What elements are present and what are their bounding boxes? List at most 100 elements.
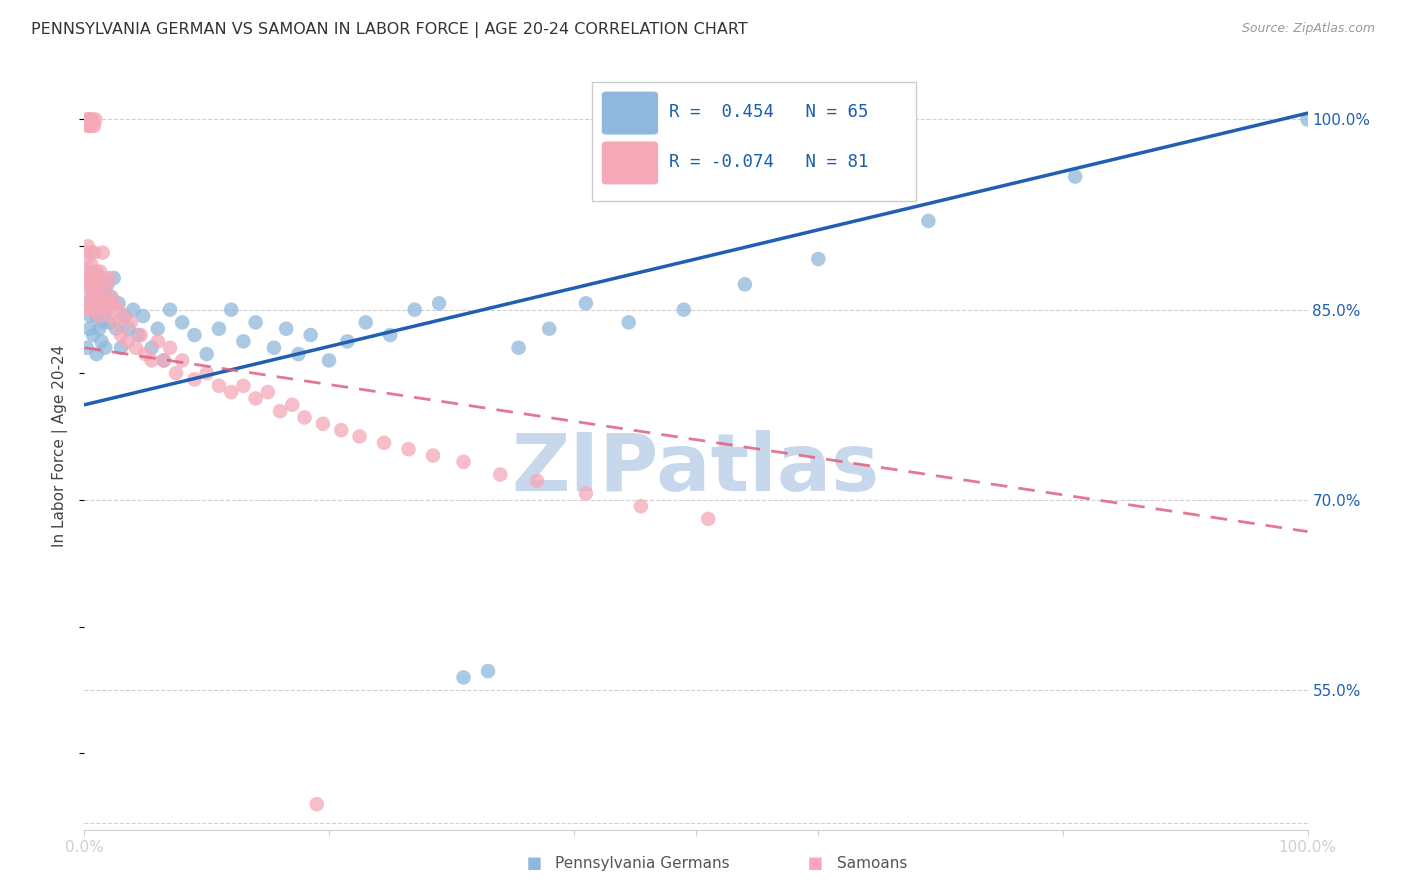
Point [79,245,101,260]
FancyBboxPatch shape [592,81,917,201]
Point [135,347,157,361]
FancyBboxPatch shape [602,142,658,185]
Point [94,341,117,355]
Point [80,265,103,279]
Point [276,322,298,336]
Point [318,353,340,368]
Point [82,112,104,127]
Point [91,271,114,285]
Point [489,467,512,482]
Point [103,271,125,285]
Point [93,290,115,304]
Point [98,309,121,323]
Point [87,271,110,285]
Point [477,664,499,678]
Point [508,341,530,355]
Point [87,322,110,336]
Point [195,347,218,361]
Point [77,322,100,336]
Point [91,245,114,260]
Point [117,322,139,336]
Text: ▪: ▪ [526,852,543,875]
Point [354,315,377,329]
Point [100,290,122,304]
Point [208,322,231,336]
Point [232,378,254,392]
Point [330,423,353,437]
Point [336,334,359,349]
Point [232,334,254,349]
Point [79,309,101,323]
Point [80,119,103,133]
Point [77,277,100,292]
Point [697,512,720,526]
Point [89,265,111,279]
Point [75,277,97,292]
Point [79,284,101,298]
Point [1296,112,1319,127]
Point [299,328,322,343]
Point [84,284,107,298]
Point [80,258,103,272]
Point [141,353,163,368]
Point [807,252,830,266]
Point [453,670,475,684]
Point [83,119,105,133]
Text: R =  0.454   N = 65: R = 0.454 N = 65 [669,103,869,121]
Point [83,296,105,310]
Point [127,328,149,343]
Point [84,112,107,127]
Point [114,309,136,323]
Point [575,486,598,500]
Point [172,315,194,329]
Point [76,341,98,355]
Point [146,322,169,336]
Point [86,309,108,323]
Point [90,296,112,310]
Point [105,322,128,336]
Point [141,341,163,355]
Text: Pennsylvania Germans: Pennsylvania Germans [555,856,730,871]
Point [97,315,120,329]
Point [97,277,120,292]
Point [153,353,176,368]
Point [165,366,187,380]
Point [427,296,450,310]
Point [734,277,756,292]
Point [575,296,598,310]
Point [94,302,117,317]
Point [87,309,110,323]
Point [132,309,155,323]
Point [183,328,205,343]
Point [76,112,98,127]
Point [305,797,328,812]
Point [77,239,100,253]
Point [97,271,120,285]
Point [83,245,105,260]
Point [159,302,181,317]
Point [281,398,304,412]
Point [183,372,205,386]
Point [77,302,100,317]
Point [91,315,114,329]
Point [82,302,104,317]
Point [103,296,125,310]
Point [219,385,242,400]
Point [630,500,652,514]
Point [112,309,135,323]
Point [349,429,371,443]
Point [89,302,111,317]
Point [129,328,152,343]
Point [538,322,561,336]
Point [146,334,169,349]
Point [115,334,138,349]
Point [294,410,316,425]
Point [86,347,108,361]
Point [159,341,181,355]
Point [312,417,335,431]
Point [77,119,100,133]
Point [82,271,104,285]
Point [77,271,100,285]
Point [125,341,148,355]
Point [526,474,548,488]
